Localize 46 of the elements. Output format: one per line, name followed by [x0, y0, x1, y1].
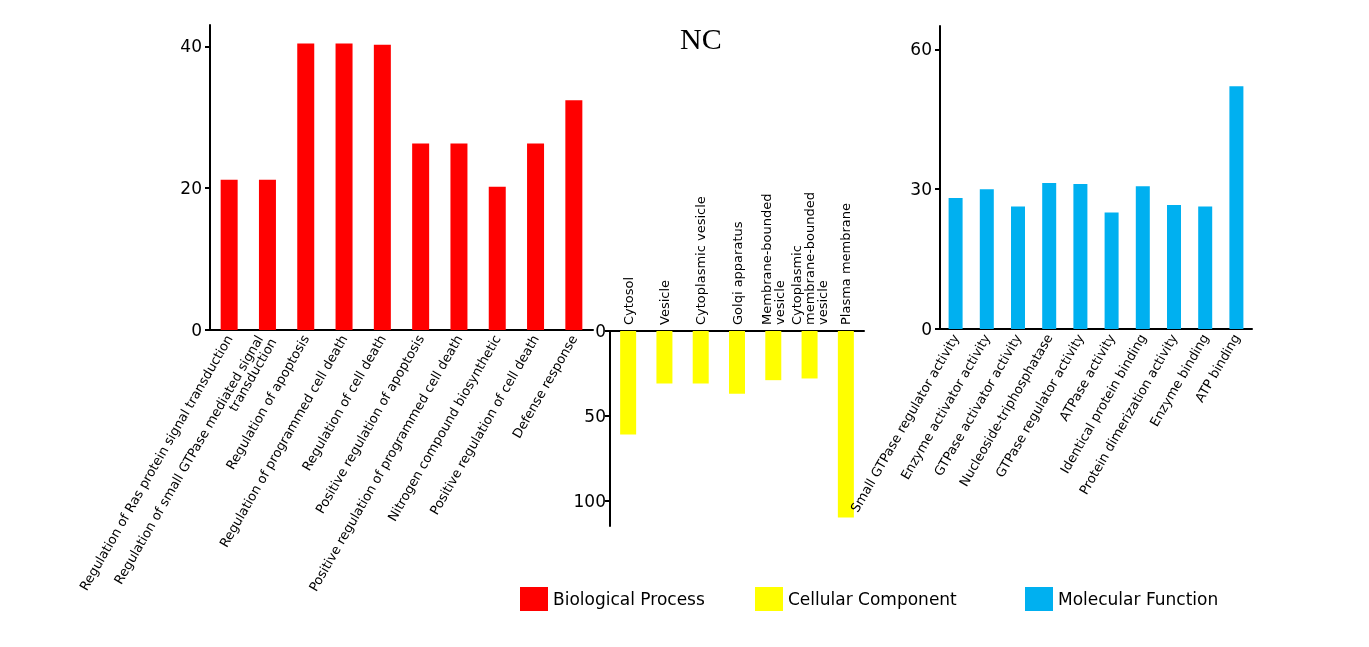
bar — [1073, 184, 1088, 329]
bar — [335, 43, 353, 330]
bar — [258, 179, 276, 330]
bar — [1167, 205, 1181, 329]
y-tick-label: 20 — [180, 178, 202, 199]
y-tick-label: 0 — [921, 319, 932, 339]
bar — [1135, 186, 1150, 329]
bar — [765, 331, 782, 381]
y-tick-label: 60 — [910, 39, 932, 60]
bar — [620, 331, 637, 435]
y-tick-label: 30 — [910, 179, 932, 200]
bar — [1229, 86, 1244, 329]
x-tick-label: Membrane-bounded vesicle — [759, 189, 788, 325]
y-tick-label: 100 — [573, 490, 606, 511]
x-tick-label: Cytoplasmic membrane-bounded vesicle — [789, 187, 831, 325]
bar — [729, 331, 745, 394]
bar — [656, 331, 673, 384]
chart-title: NC — [680, 21, 722, 55]
legend-label: Biological Process — [553, 589, 705, 609]
x-tick-label: Golqi apparatus — [729, 221, 745, 325]
legend-label: Cellular Component — [788, 589, 958, 609]
y-tick-label: 40 — [180, 36, 202, 57]
bar — [565, 100, 583, 330]
y-tick-label: 50 — [584, 405, 606, 426]
bar — [1011, 206, 1025, 329]
y-tick-label: 0 — [595, 321, 606, 341]
x-tick-label: Cytoplasmic vesicle — [693, 196, 709, 325]
x-tick-label: Cytosol — [620, 276, 636, 325]
bar — [801, 331, 818, 379]
bar — [1104, 212, 1119, 329]
bar — [979, 189, 994, 329]
x-tick-label: Plasma membrane — [838, 202, 854, 325]
bar — [488, 186, 506, 330]
bar — [692, 331, 709, 384]
legend-label: Molecular Function — [1058, 589, 1219, 609]
y-tick-label: 0 — [191, 320, 202, 340]
bar — [373, 44, 391, 330]
bar — [1198, 206, 1213, 329]
bar — [1042, 183, 1057, 329]
bar — [220, 179, 238, 330]
x-tick-label: Vesicle — [656, 279, 672, 325]
bar — [450, 143, 468, 330]
bar — [412, 143, 430, 330]
bar — [948, 198, 963, 329]
bar — [527, 143, 545, 330]
bar — [297, 43, 315, 330]
